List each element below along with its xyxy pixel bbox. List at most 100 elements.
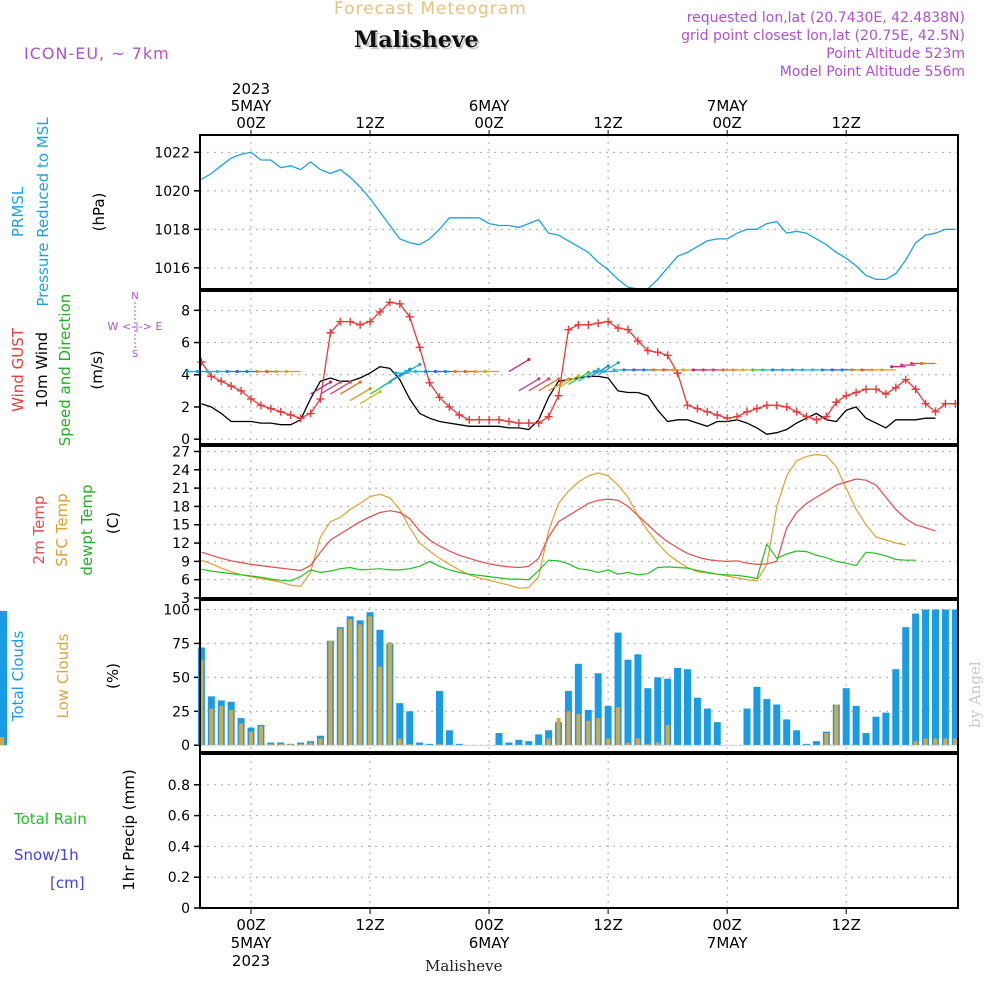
top-time-label: 12Z bbox=[355, 114, 384, 132]
wind-direction-arrowhead bbox=[771, 368, 775, 372]
temp-unit: (C) bbox=[104, 512, 122, 534]
low-cloud-bar bbox=[358, 624, 363, 746]
wind-direction-arrow bbox=[528, 378, 550, 392]
requested-coords: requested lon,lat (20.7430E, 42.4838N) bbox=[686, 10, 965, 26]
wind-direction-arrowhead bbox=[612, 368, 616, 372]
watermark: by Angel bbox=[966, 661, 984, 728]
point-altitude: Point Altitude 523m bbox=[826, 46, 965, 62]
total-cloud-bar bbox=[892, 669, 900, 746]
gust-marker bbox=[425, 378, 434, 387]
top-time-label: 00Z bbox=[474, 114, 503, 132]
gust-marker bbox=[356, 320, 365, 329]
wind-direction-arrow bbox=[538, 378, 560, 392]
wind-direction-arrowhead bbox=[721, 368, 725, 372]
wind-direction-arrowhead bbox=[255, 369, 259, 374]
dewpt-line bbox=[201, 542, 916, 582]
wind-direction-arrowhead bbox=[275, 369, 279, 374]
low-cloud-bar bbox=[338, 628, 343, 746]
low-cloud-bar bbox=[318, 738, 323, 746]
gust-marker bbox=[455, 411, 464, 420]
total-cloud-bar bbox=[931, 609, 939, 746]
gust-marker bbox=[564, 325, 573, 334]
temp2m-label: 2m Temp bbox=[30, 496, 48, 565]
gust-marker bbox=[703, 407, 712, 416]
total-cloud-bar bbox=[812, 741, 820, 746]
total-cloud-bar bbox=[0, 610, 7, 746]
wind-direction-arrowhead bbox=[443, 369, 447, 374]
wind-direction-arrowhead bbox=[433, 369, 437, 374]
super-title: Forecast Meteogram bbox=[334, 0, 527, 19]
y-tick-label: 2 bbox=[181, 400, 190, 416]
total-cloud-bar bbox=[614, 632, 622, 746]
wind-direction-arrowhead bbox=[413, 369, 418, 374]
gust-marker bbox=[623, 325, 632, 334]
wind-direction-arrow bbox=[518, 378, 540, 392]
gust-marker bbox=[792, 407, 801, 416]
gust-marker bbox=[842, 391, 851, 400]
clouds-unit: (%) bbox=[104, 663, 122, 689]
low-cloud-bar bbox=[199, 659, 204, 746]
gust-marker bbox=[752, 404, 761, 413]
low-cloud-bar bbox=[368, 616, 373, 746]
bottom-time-label: 12Z bbox=[593, 916, 622, 934]
gust-marker bbox=[306, 409, 315, 418]
total-cloud-bar bbox=[426, 743, 434, 746]
y-tick-label: 100 bbox=[163, 603, 190, 619]
wind-direction-arrowhead bbox=[691, 368, 695, 372]
low-cloud-bar bbox=[249, 731, 253, 746]
low-cloud-bar bbox=[625, 742, 630, 746]
wind-direction-arrow bbox=[568, 371, 589, 385]
y-tick-label: 0 bbox=[181, 901, 190, 917]
gust-marker bbox=[594, 319, 603, 328]
low-cloud-bar bbox=[258, 726, 263, 746]
gust-marker bbox=[544, 412, 553, 421]
gust-marker bbox=[435, 393, 444, 402]
wind-direction-arrowhead bbox=[860, 368, 864, 372]
total-cloud-bar bbox=[713, 722, 721, 746]
panel-frame bbox=[199, 753, 959, 909]
y-tick-label: 9 bbox=[181, 554, 190, 570]
wind-direction-arrowhead bbox=[830, 368, 834, 372]
gust-marker bbox=[554, 391, 563, 400]
total-cloud-bar bbox=[793, 730, 801, 746]
prmsl-label: PRMSL bbox=[9, 186, 27, 237]
low-cloud-bar bbox=[546, 738, 551, 746]
total-cloud-bar bbox=[495, 733, 503, 746]
wind-direction-arrowhead bbox=[741, 368, 745, 372]
top-time-label: 12Z bbox=[593, 114, 622, 132]
wind-direction-arrowhead bbox=[622, 368, 626, 372]
total-cloud-bar bbox=[604, 705, 612, 746]
rain-label: Total Rain bbox=[13, 810, 87, 828]
wind-direction-arrow bbox=[597, 362, 619, 376]
top-time-label: 12Z bbox=[832, 114, 861, 132]
wind-direction-arrowhead bbox=[235, 369, 239, 374]
wind-direction-arrow bbox=[399, 363, 421, 377]
low-cloud-bar bbox=[655, 742, 660, 746]
wind-direction-arrowhead bbox=[909, 361, 914, 366]
total-cloud-bar bbox=[505, 742, 513, 746]
wind-direction-arrow bbox=[548, 378, 569, 392]
wind-direction-arrowhead bbox=[890, 365, 894, 369]
top-time-label: 00Z bbox=[712, 114, 741, 132]
wind-direction-arrowhead bbox=[423, 369, 428, 374]
low-cloud-bar bbox=[645, 743, 650, 746]
gust-marker bbox=[683, 401, 692, 410]
panel-frame bbox=[199, 445, 959, 599]
total-cloud-bar bbox=[922, 609, 930, 746]
top-time-label: 5MAY bbox=[231, 97, 273, 115]
y-tick-label: 6 bbox=[181, 573, 190, 589]
wind-direction-arrowhead bbox=[537, 377, 541, 381]
total-cloud-bar bbox=[683, 669, 691, 746]
gust-marker bbox=[366, 317, 375, 326]
wind-direction-arrowhead bbox=[586, 370, 591, 375]
gust-marker bbox=[693, 404, 702, 413]
panel-5: 0 0.2 0.4 0.6 0.8 bbox=[168, 754, 958, 917]
y-tick-label: 21 bbox=[172, 481, 190, 497]
low-cloud-bar bbox=[298, 743, 303, 746]
wind-direction-arrowhead bbox=[245, 369, 249, 374]
sfc-temp-label: SFC Temp bbox=[53, 493, 71, 566]
gust-marker bbox=[941, 399, 950, 408]
wind-direction-arrowhead bbox=[285, 369, 289, 374]
total-cloud-bar bbox=[951, 609, 959, 746]
